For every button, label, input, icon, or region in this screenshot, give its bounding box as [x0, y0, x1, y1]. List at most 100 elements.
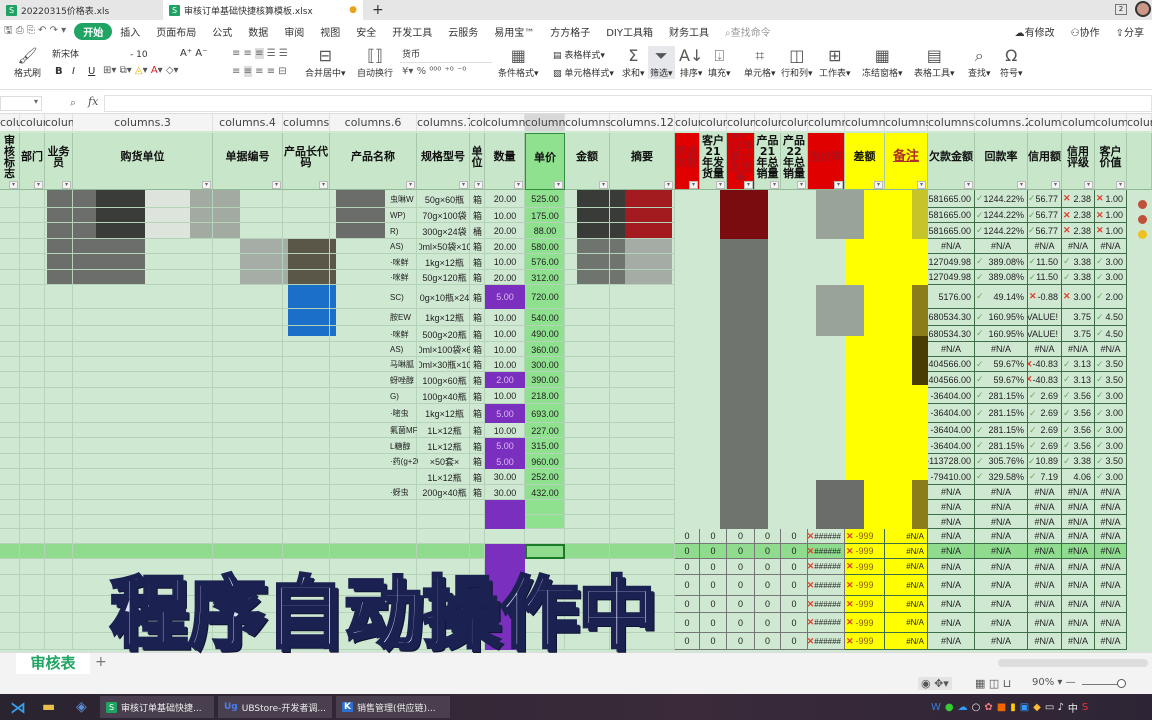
ah-cell[interactable]: #N/A	[975, 613, 1028, 633]
grid-cell[interactable]	[20, 309, 45, 326]
grid-cell[interactable]	[0, 388, 20, 404]
filter-dropdown-icon[interactable]: ▾	[62, 181, 71, 189]
ak-cell[interactable]: #N/A	[1095, 342, 1127, 357]
grid-cell[interactable]	[417, 559, 470, 575]
grid-cell[interactable]	[485, 309, 525, 326]
menu-cloud[interactable]: 云服务	[448, 27, 479, 39]
grid-cell[interactable]	[485, 254, 525, 270]
grid-cell[interactable]	[525, 515, 565, 529]
grid-cell[interactable]	[525, 404, 565, 423]
grid-cell[interactable]	[213, 223, 283, 239]
grid-cell[interactable]	[73, 469, 213, 485]
grid-cell[interactable]	[470, 575, 485, 596]
grid-cell[interactable]	[73, 438, 213, 454]
grid-cell[interactable]	[485, 357, 525, 372]
quantity-cell[interactable]	[485, 515, 525, 529]
grid-cell[interactable]	[330, 559, 417, 575]
quantity-cell[interactable]: 10.00	[493, 329, 517, 339]
product-name-cell[interactable]: WP)	[390, 211, 406, 220]
grid-cell[interactable]	[330, 372, 417, 388]
aj-cell[interactable]: 3.75	[1062, 326, 1095, 342]
menu-home[interactable]: 开始	[74, 22, 113, 40]
quantity-cell[interactable]	[485, 613, 525, 633]
ah-cell[interactable]: ✓ 49.14%	[975, 285, 1028, 309]
grid-cell[interactable]	[470, 388, 485, 404]
grid-cell[interactable]	[610, 270, 675, 285]
spec-cell[interactable]: 0ml×50袋×10	[419, 242, 470, 252]
filter-dropdown-icon[interactable]: ▾	[554, 181, 563, 189]
grid-cell[interactable]	[20, 404, 45, 423]
price-cell[interactable]: 960.00	[531, 456, 559, 467]
grid-cell[interactable]	[213, 342, 283, 357]
grid-cell[interactable]	[610, 438, 675, 454]
ag-cell[interactable]: -36404.00	[928, 438, 975, 454]
price-cell[interactable]: 300.00	[531, 359, 559, 370]
grid-cell[interactable]	[73, 500, 213, 515]
ai-cell[interactable]: ✓ 10.89	[1028, 454, 1062, 469]
ak-cell[interactable]: ✓ 3.00	[1095, 469, 1127, 485]
quantity-cell[interactable]: 20.00	[493, 241, 517, 252]
grid-cell[interactable]	[0, 208, 20, 223]
share-button[interactable]: ⇪分享	[1115, 27, 1144, 39]
grid-cell[interactable]	[470, 559, 485, 575]
grid-cell[interactable]	[213, 285, 283, 309]
ai-cell[interactable]: #N/A	[1028, 529, 1062, 544]
grid-cell[interactable]	[213, 423, 283, 438]
unit-cell[interactable]: 箱	[472, 313, 482, 323]
grid-cell[interactable]	[525, 285, 565, 309]
aj-cell[interactable]: ✕ 2.38	[1062, 223, 1095, 239]
grid-cell[interactable]	[213, 239, 283, 254]
ai-cell[interactable]: ✓#VALUE!	[1028, 326, 1062, 342]
grid-cell[interactable]	[283, 515, 330, 529]
grid-cell[interactable]	[565, 469, 610, 485]
grid-cell[interactable]	[0, 404, 20, 423]
grid-cell[interactable]	[565, 223, 610, 239]
aj-cell[interactable]: #N/A	[1062, 633, 1095, 650]
grid-cell[interactable]	[20, 529, 45, 544]
grid-cell[interactable]	[45, 515, 73, 529]
aj-cell[interactable]: ✓ 3.38	[1062, 270, 1095, 285]
grid-cell[interactable]	[417, 357, 470, 372]
field-header-j[interactable]: 单位 ▾	[470, 133, 485, 190]
grid-cell[interactable]	[73, 372, 213, 388]
grid-cell[interactable]	[565, 438, 610, 454]
product-name-cell[interactable]: 蚜唑醇	[390, 375, 414, 385]
grid-cell[interactable]	[73, 529, 213, 544]
grid-cell[interactable]	[610, 342, 675, 357]
ag-cell[interactable]: #N/A	[928, 596, 975, 613]
quantity-cell[interactable]: 20.00	[493, 194, 517, 204]
grid-cell[interactable]	[0, 438, 20, 454]
grid-cell[interactable]	[20, 544, 45, 559]
grid-cell[interactable]	[330, 285, 417, 309]
ai-cell[interactable]: ✓ 2.69	[1028, 423, 1062, 438]
grid-cell[interactable]	[470, 357, 485, 372]
grid-cell[interactable]	[20, 596, 45, 613]
grid-cell[interactable]	[283, 372, 330, 388]
product-name-cell[interactable]: 胺EW	[390, 313, 411, 322]
grid-cell[interactable]	[525, 485, 565, 500]
grid-cell[interactable]	[610, 357, 675, 372]
grid-cell[interactable]	[20, 500, 45, 515]
grid-cell[interactable]	[20, 285, 45, 309]
zero-cell[interactable]: 0	[727, 529, 755, 544]
price-cell[interactable]: 490.00	[531, 329, 559, 339]
spec-cell[interactable]: 200g×40瓶	[422, 488, 467, 498]
field-header-z[interactable]: 备注 ▾	[885, 133, 928, 190]
italic-button[interactable]: I	[72, 66, 75, 77]
spec-cell[interactable]: 1kg×12瓶	[425, 409, 464, 419]
field-header-aj[interactable]: 信用评级 ▾	[1062, 133, 1095, 190]
menu-developer[interactable]: 开发工具	[392, 27, 433, 39]
premium-rate-cell[interactable]: ✕######	[808, 596, 845, 613]
grid-cell[interactable]	[45, 529, 73, 544]
spec-cell[interactable]: 0ml×30瓶×10	[419, 360, 470, 370]
ah-cell[interactable]: ✓ 329.58%	[975, 469, 1028, 485]
file-explorer-icon[interactable]: ▬	[42, 699, 56, 715]
grid-cell[interactable]	[610, 404, 675, 423]
grid-cell[interactable]	[213, 270, 283, 285]
grid-cell[interactable]	[330, 633, 417, 650]
grid-cell[interactable]	[283, 559, 330, 575]
grid-cell[interactable]	[610, 544, 675, 559]
unit-cell[interactable]: 箱	[472, 375, 482, 386]
grid-cell[interactable]	[417, 254, 470, 270]
grid-cell[interactable]	[610, 485, 675, 500]
